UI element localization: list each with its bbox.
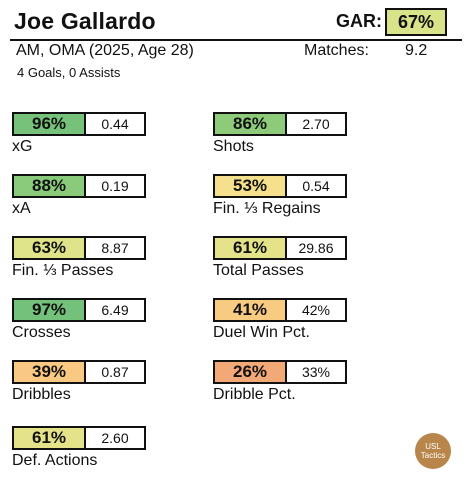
metric-raw-value: 6.49 (86, 298, 146, 322)
metric-label: xA (12, 200, 31, 217)
metric-percentile: 88% (12, 174, 86, 198)
matches-value: 9.2 (405, 42, 428, 59)
metric-percentile: 61% (213, 236, 287, 260)
metric-label: xG (12, 138, 33, 155)
metric-label: Total Passes (213, 262, 304, 279)
metric-percentile: 63% (12, 236, 86, 260)
metric-boxes: 88% 0.19 (12, 174, 152, 198)
metric-raw-value: 2.70 (287, 112, 347, 136)
metric-boxes: 61% 29.86 (213, 236, 353, 260)
metric-raw-value: 0.19 (86, 174, 146, 198)
metric-boxes: 26% 33% (213, 360, 353, 384)
metric-cell: 53% 0.54 Fin. ⅓ Regains (213, 174, 353, 218)
metric-label: Duel Win Pct. (213, 324, 310, 341)
metric-percentile: 97% (12, 298, 86, 322)
metric-raw-value: 29.86 (287, 236, 347, 260)
metric-label: Shots (213, 138, 254, 155)
metric-label: Fin. ⅓ Passes (12, 262, 114, 279)
metric-cell: 39% 0.87 Dribbles (12, 360, 152, 404)
metric-cell: 97% 6.49 Crosses (12, 298, 152, 342)
metric-raw-value: 42% (287, 298, 347, 322)
usl-tactics-logo: USL Tactics (415, 433, 451, 469)
metric-percentile: 39% (12, 360, 86, 384)
metric-percentile: 26% (213, 360, 287, 384)
metric-raw-value: 33% (287, 360, 347, 384)
metric-percentile: 41% (213, 298, 287, 322)
metric-cell: 26% 33% Dribble Pct. (213, 360, 353, 404)
metric-percentile: 86% (213, 112, 287, 136)
metric-boxes: 63% 8.87 (12, 236, 152, 260)
player-name: Joe Gallardo (14, 8, 156, 34)
metric-cell: 96% 0.44 xG (12, 112, 152, 156)
metric-cell: 41% 42% Duel Win Pct. (213, 298, 353, 342)
metric-label: Def. Actions (12, 452, 98, 469)
metric-raw-value: 8.87 (86, 236, 146, 260)
metric-raw-value: 0.54 (287, 174, 347, 198)
metric-cell: 88% 0.19 xA (12, 174, 152, 218)
metric-percentile: 96% (12, 112, 86, 136)
metric-boxes: 61% 2.60 (12, 426, 152, 450)
header-divider (10, 39, 462, 41)
gar-value-box: 67% (385, 8, 447, 36)
metric-raw-value: 0.87 (86, 360, 146, 384)
metric-boxes: 97% 6.49 (12, 298, 152, 322)
metric-percentile: 61% (12, 426, 86, 450)
logo-line-2: Tactics (420, 451, 446, 460)
matches-label: Matches: (304, 42, 369, 59)
metric-boxes: 53% 0.54 (213, 174, 353, 198)
metric-boxes: 39% 0.87 (12, 360, 152, 384)
metric-cell: 61% 29.86 Total Passes (213, 236, 353, 280)
gar-label: GAR: (336, 11, 382, 31)
metric-boxes: 86% 2.70 (213, 112, 353, 136)
metric-label: Crosses (12, 324, 71, 341)
metric-raw-value: 2.60 (86, 426, 146, 450)
metric-label: Dribbles (12, 386, 71, 403)
metric-label: Dribble Pct. (213, 386, 296, 403)
logo-line-1: USL (425, 442, 441, 451)
metric-boxes: 96% 0.44 (12, 112, 152, 136)
metric-cell: 86% 2.70 Shots (213, 112, 353, 156)
metric-cell: 61% 2.60 Def. Actions (12, 426, 152, 470)
metric-raw-value: 0.44 (86, 112, 146, 136)
metric-boxes: 41% 42% (213, 298, 353, 322)
metric-cell: 63% 8.87 Fin. ⅓ Passes (12, 236, 152, 280)
position-line: AM, OMA (2025, Age 28) (16, 42, 194, 59)
goals-assists: 4 Goals, 0 Assists (17, 65, 121, 80)
metric-label: Fin. ⅓ Regains (213, 200, 321, 217)
metric-percentile: 53% (213, 174, 287, 198)
